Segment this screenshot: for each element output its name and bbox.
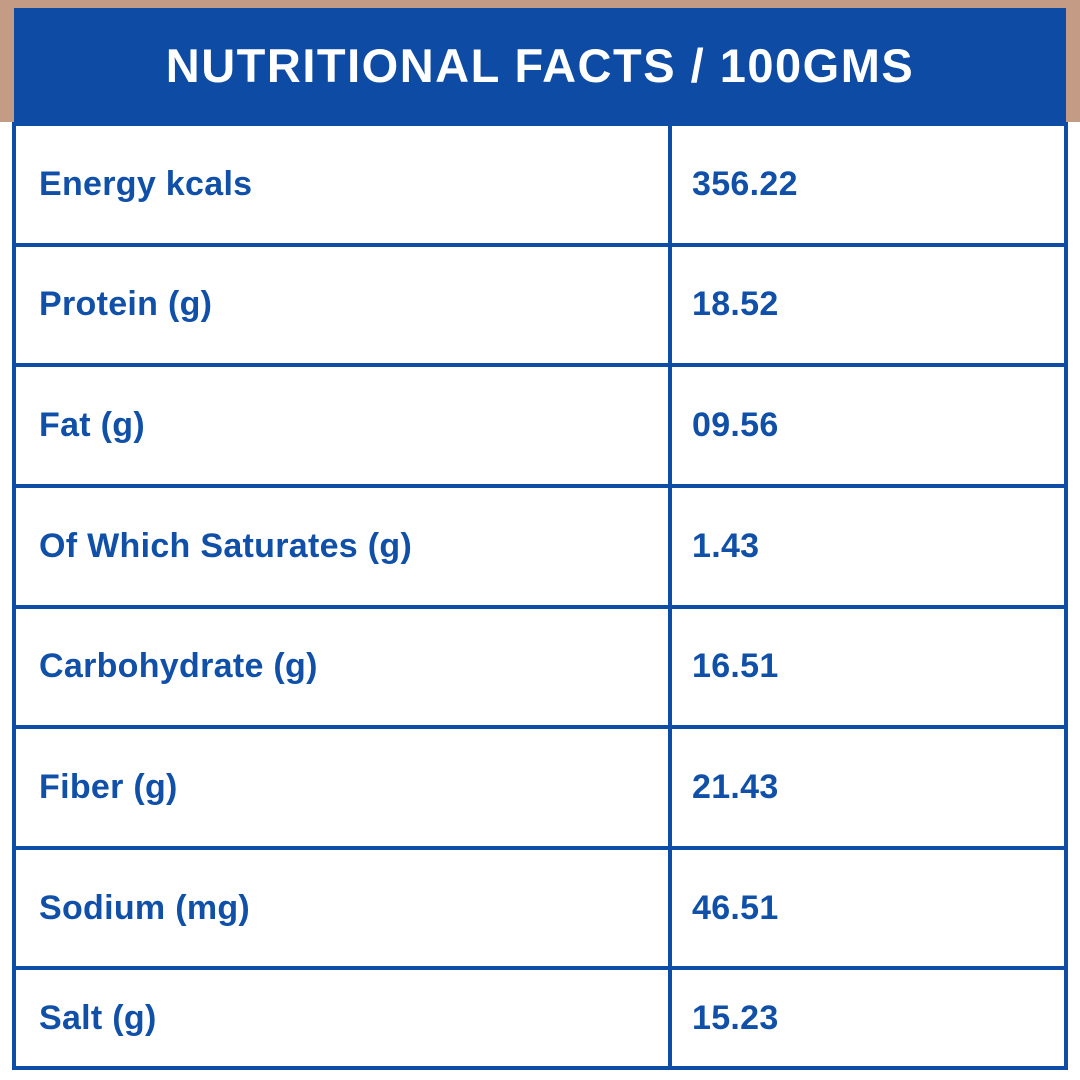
nutrient-label: Energy kcals xyxy=(16,126,672,243)
nutrient-value: 09.56 xyxy=(692,406,779,445)
nutrient-value: 21.43 xyxy=(692,767,779,806)
nutrient-label: Fiber (g) xyxy=(16,729,672,846)
nutrient-value: 1.43 xyxy=(692,526,760,565)
table-row: Fat (g) 09.56 xyxy=(16,363,1064,484)
table-row: Of Which Saturates (g) 1.43 xyxy=(16,483,1064,605)
header-bar: NUTRITIONAL FACTS / 100GMS xyxy=(14,8,1066,122)
nutrient-label: Of Which Saturates (g) xyxy=(16,487,672,605)
table-row: Fiber (g) 21.43 xyxy=(16,725,1064,846)
nutrient-label: Salt (g) xyxy=(16,970,672,1066)
table-row: Salt (g) 15.23 xyxy=(16,966,1064,1066)
table-row: Protein (g) 18.52 xyxy=(16,242,1064,364)
table-row: Energy kcals 356.22 xyxy=(16,126,1064,243)
nutrient-label: Sodium (mg) xyxy=(16,849,672,967)
header-band: NUTRITIONAL FACTS / 100GMS xyxy=(0,0,1080,122)
nutrient-value: 18.52 xyxy=(692,285,779,324)
nutrient-value: 16.51 xyxy=(692,647,779,686)
nutrient-value: 46.51 xyxy=(692,888,779,927)
nutrient-label: Fat (g) xyxy=(16,367,672,484)
nutrient-value: 15.23 xyxy=(692,998,779,1037)
nutrition-table: Energy kcals 356.22 Protein (g) 18.52 Fa… xyxy=(12,122,1068,1070)
nutrient-label: Carbohydrate (g) xyxy=(16,608,672,726)
page-title: NUTRITIONAL FACTS / 100GMS xyxy=(165,38,915,92)
nutrient-label: Protein (g) xyxy=(16,246,672,364)
table-row: Carbohydrate (g) 16.51 xyxy=(16,604,1064,726)
table-row: Sodium (mg) 46.51 xyxy=(16,845,1064,967)
nutrient-value: 356.22 xyxy=(692,164,798,203)
